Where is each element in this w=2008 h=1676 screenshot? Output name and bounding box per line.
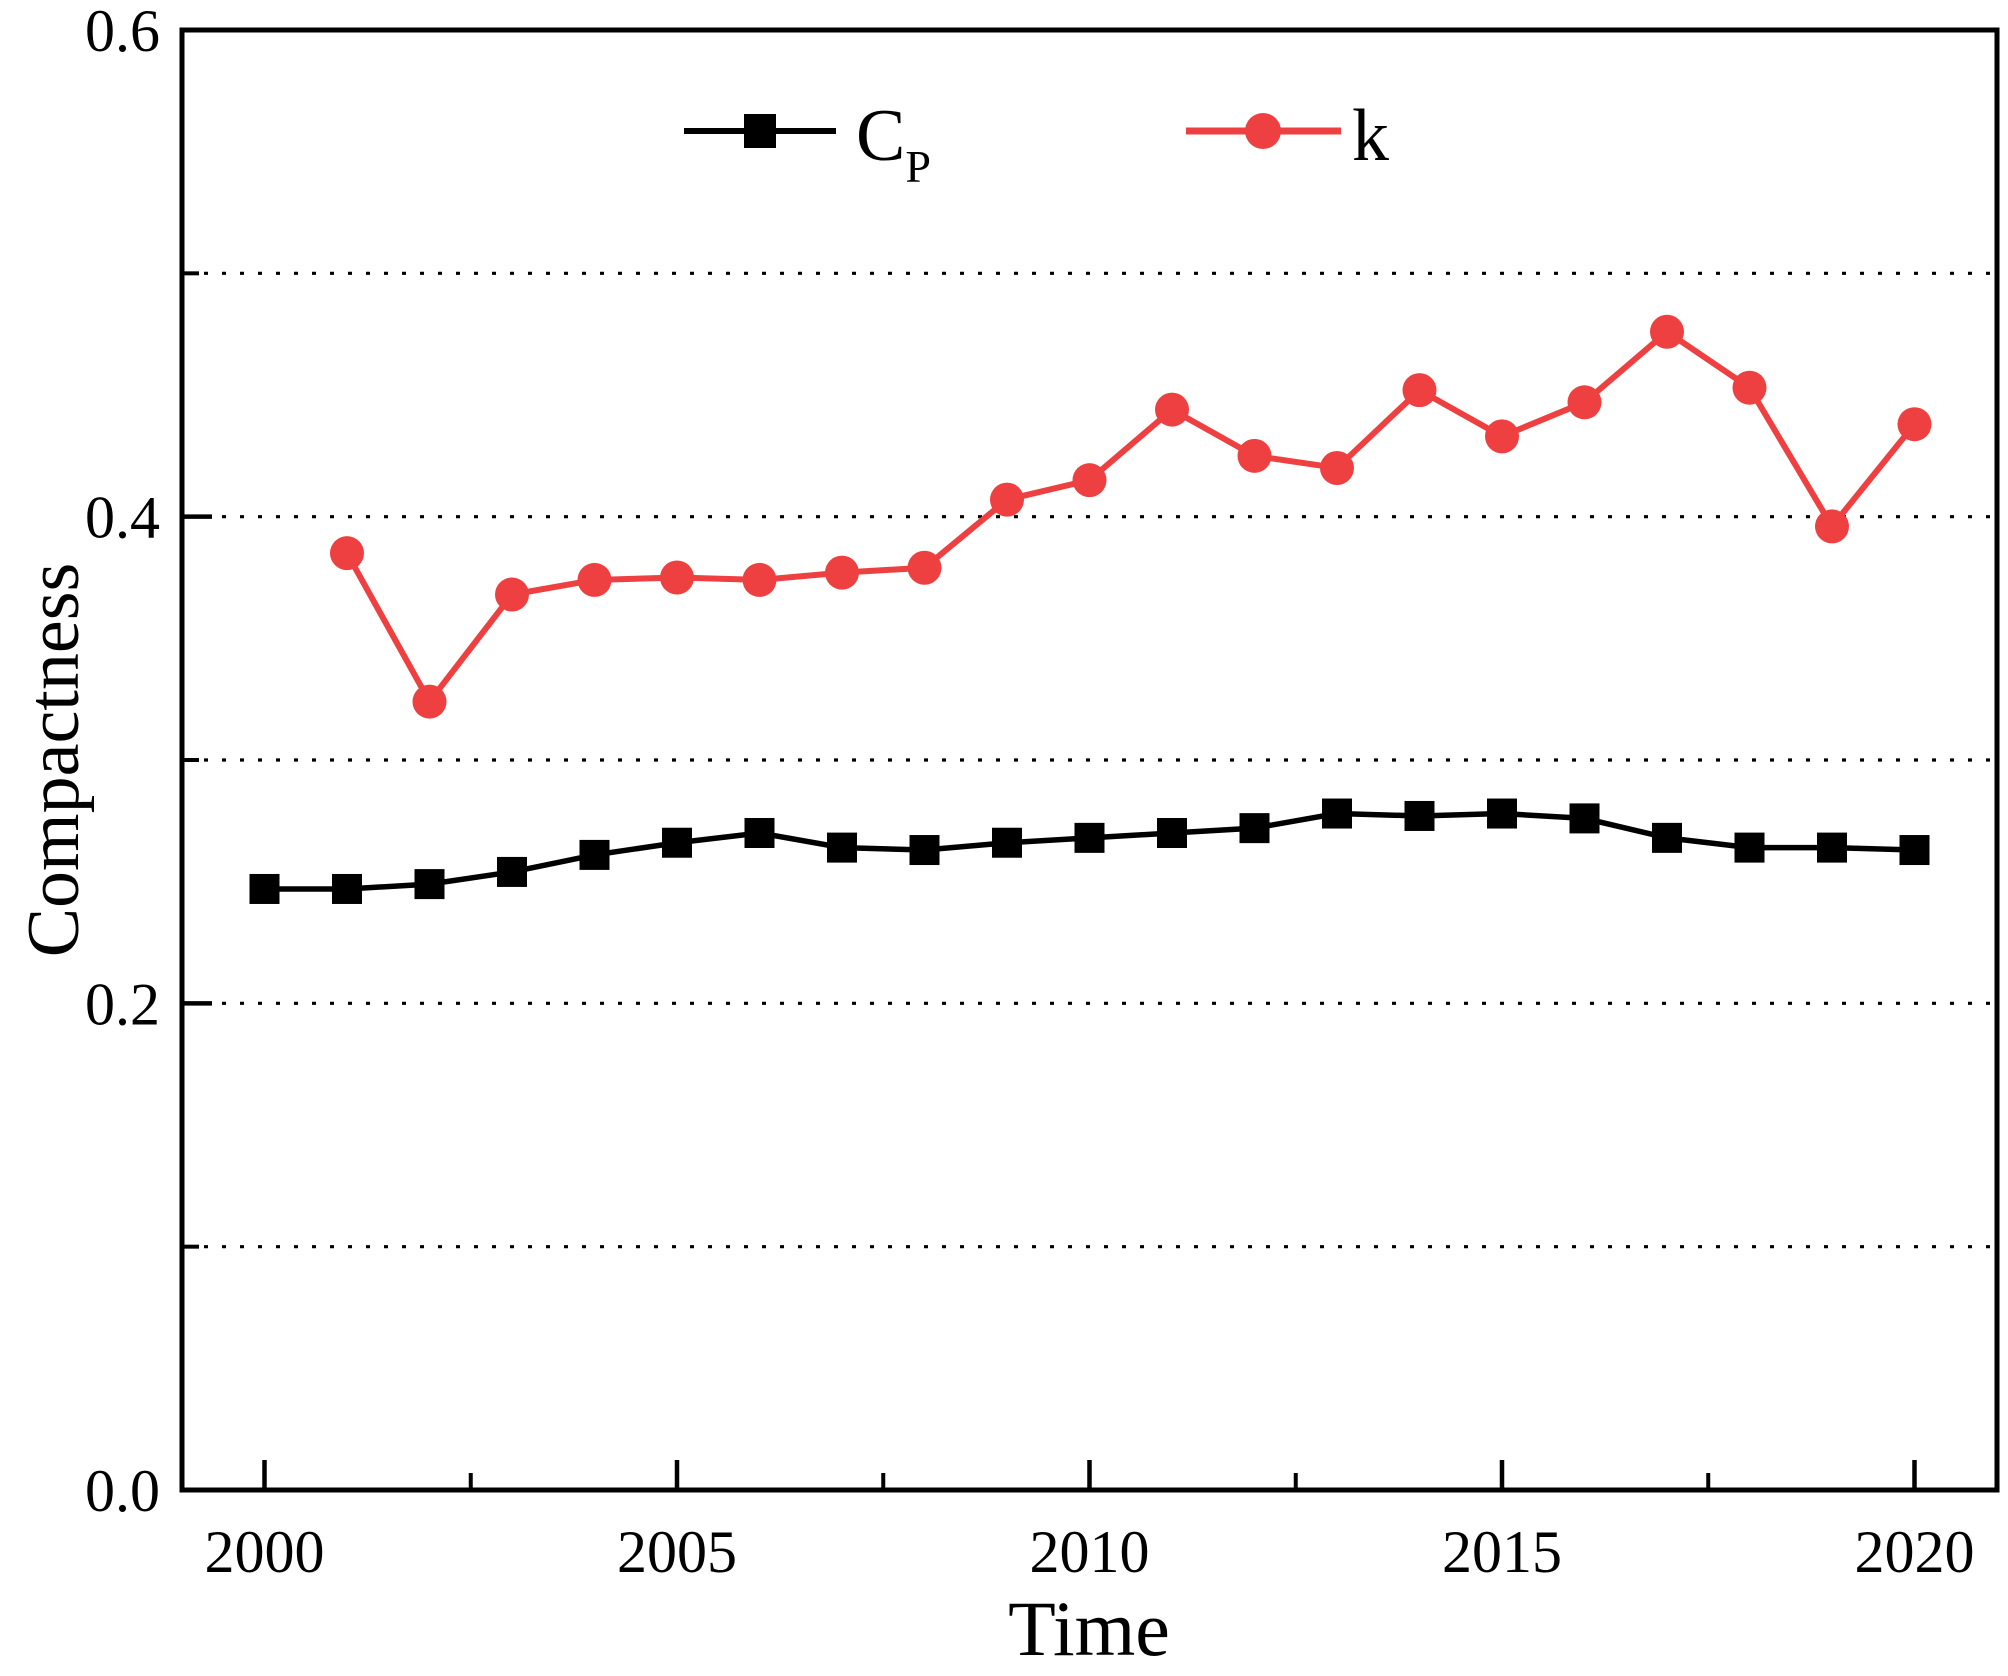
data-point-k-2002 [412,684,447,719]
x-tick-label: 2015 [1442,1519,1562,1585]
data-point-C_P-2002 [414,869,445,900]
data-point-C_P-2004 [579,839,610,870]
data-point-C_P-2000 [249,873,280,904]
data-point-k-2008 [907,550,942,585]
data-point-k-2003 [495,577,529,612]
data-point-k-2016 [1567,385,1602,420]
data-point-C_P-2007 [827,832,857,863]
tick-labels-layer: 0.0 0.2 0.4 0.6 2000 2005 2010 2015 2020 [85,0,1975,1585]
data-point-C_P-2016 [1569,803,1600,834]
data-point-k-2018 [1732,370,1767,405]
x-tick-label: 2000 [205,1519,325,1585]
data-point-k-2006 [742,562,777,597]
data-point-C_P-2018 [1734,832,1765,863]
data-point-k-2004 [577,562,612,597]
data-point-C_P-2020 [1899,835,1930,866]
data-point-C_P-2009 [992,827,1022,858]
series-layer [249,314,1932,904]
legend-marker-C_P [744,114,776,148]
data-point-k-2009 [990,482,1024,517]
x-tick-label: 2010 [1030,1519,1150,1585]
data-point-k-2001 [330,536,364,571]
y-tick-label: 0.4 [85,485,160,551]
data-point-C_P-2019 [1817,832,1847,863]
y-tick-label: 0.2 [85,971,160,1037]
data-point-k-2012 [1237,438,1272,473]
data-point-k-2020 [1897,407,1932,442]
data-point-C_P-2017 [1652,822,1682,853]
data-point-C_P-2005 [662,827,692,858]
data-point-k-2013 [1320,451,1354,485]
data-point-C_P-2012 [1239,813,1270,844]
data-point-C_P-2015 [1487,798,1517,829]
data-point-k-2015 [1485,419,1519,454]
data-point-k-2007 [825,555,859,590]
data-point-C_P-2013 [1322,798,1352,829]
y-tick-label: 0.0 [85,1458,160,1524]
legend: CP k [684,95,1389,192]
data-point-k-2017 [1650,314,1684,349]
legend-label-C_P: CP [856,95,931,192]
data-point-C_P-2003 [497,856,527,887]
y-tick-label: 0.6 [85,0,160,64]
y-axis-title: Compactness [13,563,95,958]
data-point-k-2014 [1402,373,1437,408]
data-point-k-2011 [1155,392,1189,427]
legend-label-k: k [1352,95,1389,177]
data-point-C_P-2008 [909,835,940,866]
x-tick-label: 2020 [1855,1519,1975,1585]
ticks-layer [184,27,1917,1493]
plot-frame [179,27,2000,1493]
data-point-C_P-2014 [1404,800,1435,831]
data-point-C_P-2010 [1074,822,1105,853]
data-point-C_P-2001 [332,873,362,904]
data-point-C_P-2011 [1157,818,1187,848]
data-point-k-2005 [660,560,694,595]
gridlines-layer [186,271,1993,1249]
data-point-k-2019 [1815,509,1849,544]
legend-marker-k [1245,113,1281,149]
data-point-k-2010 [1072,463,1107,498]
x-axis-title: Time [1008,1585,1170,1672]
x-tick-label: 2005 [617,1519,737,1585]
data-point-C_P-2006 [744,818,775,848]
